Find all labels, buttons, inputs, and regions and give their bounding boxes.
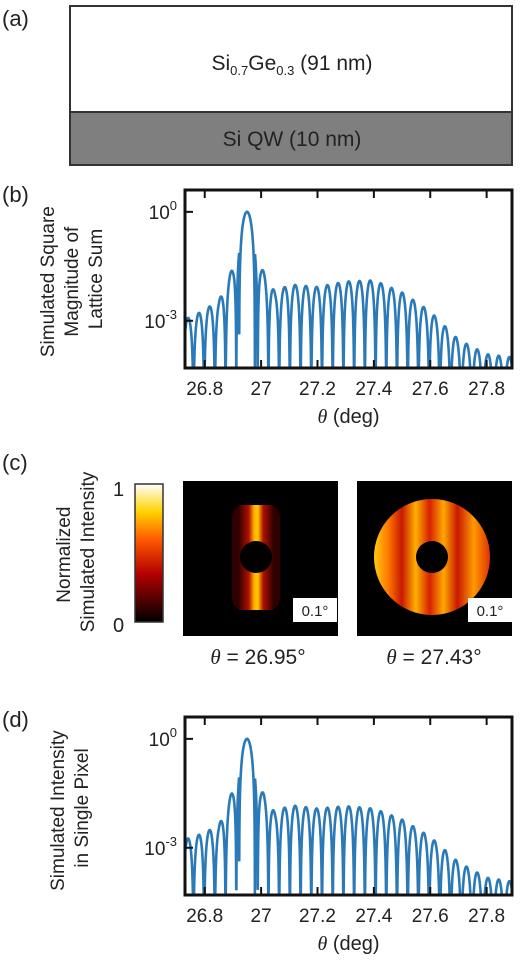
colorbar-tick-min: 0 [113, 615, 124, 637]
scalebar-2 [471, 622, 509, 631]
scalebar-1 [296, 622, 334, 631]
image-2-caption: θ = 27.43° [386, 645, 481, 669]
panel-a-label: (a) [2, 6, 29, 31]
panel-c-ylabel: Normalized Simulated Intensity [54, 471, 99, 632]
y-tick-label: 10-3 [144, 307, 177, 333]
y-tick-label: 100 [149, 198, 177, 224]
x-tick-label: 27.6 [412, 379, 449, 400]
x-axis-label: θ (deg) [317, 933, 379, 955]
x-tick-label: 27.4 [355, 379, 392, 400]
x-tick-label: 26.8 [186, 379, 223, 400]
panel-b-ylabel: Simulated Square Magnitude of Lattice Su… [38, 201, 107, 357]
layer-sige [69, 5, 513, 113]
x-tick-label: 27.2 [299, 906, 336, 927]
panel-d: (d) Simulated Intensity in Single Pixel … [2, 707, 514, 955]
colorbar [134, 483, 164, 623]
x-tick-label: 27 [251, 906, 272, 927]
panel-b-axes: 26.8 27 27.2 27.4 27.6 27.8 100 10-3 θ (deg) [144, 188, 514, 428]
x-tick-label: 27 [251, 379, 272, 400]
x-tick-label: 27.8 [468, 379, 505, 400]
panel-c: (c) Normalized Simulated Intensity 1 0 0… [2, 450, 512, 669]
diffraction-image-2: 0.1° [357, 481, 512, 636]
diffraction-image-1: 0.1° [183, 481, 338, 636]
panel-d-axes: 26.8 27 27.2 27.4 27.6 27.8 100 10-3 θ (deg) [144, 715, 514, 955]
image-1-caption: θ = 26.95° [210, 645, 305, 669]
panel-d-label: (d) [2, 707, 29, 732]
x-axis-label: θ (deg) [317, 406, 379, 428]
scalebar-2-label: 0.1° [477, 603, 504, 620]
x-tick-label: 27.6 [412, 906, 449, 927]
panel-b: (b) Simulated Square Magnitude of Lattic… [2, 182, 514, 428]
scalebar-1-label: 0.1° [302, 603, 329, 620]
layer-si-qw-label: Si QW (10 nm) [223, 128, 362, 151]
x-tick-label: 26.8 [186, 906, 223, 927]
layer-sige-label: Si0.7Ge0.3 (91 nm) [211, 52, 372, 78]
panel-c-label: (c) [2, 450, 28, 475]
series-line [185, 210, 512, 368]
colorbar-tick-max: 1 [113, 479, 124, 501]
layer-si-qw [69, 111, 513, 166]
plot-frame [183, 715, 514, 897]
panel-a: (a) Si0.7Ge0.3 (91 nm) Si QW (10 nm) [2, 5, 513, 166]
y-tick-label: 10-3 [144, 834, 177, 860]
x-tick-label: 27.2 [299, 379, 336, 400]
series-line [185, 737, 512, 895]
x-tick-label: 27.8 [468, 906, 505, 927]
panel-b-label: (b) [2, 182, 29, 207]
plot-frame [183, 188, 514, 370]
y-tick-label: 100 [149, 725, 177, 751]
panel-d-ylabel: Simulated Intensity in Single Pixel [48, 725, 93, 891]
x-tick-label: 27.4 [355, 906, 392, 927]
